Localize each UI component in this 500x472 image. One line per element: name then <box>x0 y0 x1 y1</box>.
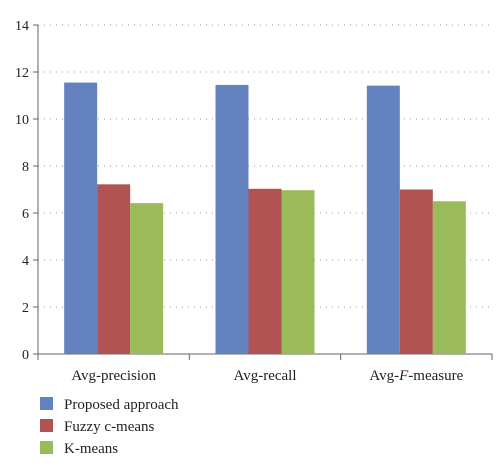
y-tick-label: 14 <box>15 19 29 34</box>
x-category-label: Avg-precision <box>71 368 156 384</box>
y-tick-label: 2 <box>22 301 29 316</box>
bar <box>366 85 400 354</box>
legend-label: K-means <box>64 441 118 457</box>
y-tick-label: 12 <box>15 66 29 81</box>
y-tick-label: 4 <box>22 254 29 269</box>
bar <box>130 203 164 354</box>
bar <box>64 82 98 354</box>
y-tick-label: 8 <box>22 160 29 175</box>
bar <box>248 188 282 354</box>
legend-label: Fuzzy c-means <box>64 419 155 435</box>
bar <box>432 201 466 354</box>
x-category-label: Avg-recall <box>233 368 296 384</box>
y-tick-label: 10 <box>15 113 29 128</box>
legend-swatch <box>40 397 53 410</box>
bar <box>215 84 249 355</box>
bar <box>399 189 433 354</box>
legend-label: Proposed approach <box>64 397 179 413</box>
legend-swatch <box>40 419 53 432</box>
y-tick-label: 0 <box>22 348 29 363</box>
x-category-label: Avg-F-measure <box>369 368 463 384</box>
y-tick-label: 6 <box>22 207 29 222</box>
legend-swatch <box>40 441 53 454</box>
bar <box>281 190 315 354</box>
bar <box>97 184 131 354</box>
